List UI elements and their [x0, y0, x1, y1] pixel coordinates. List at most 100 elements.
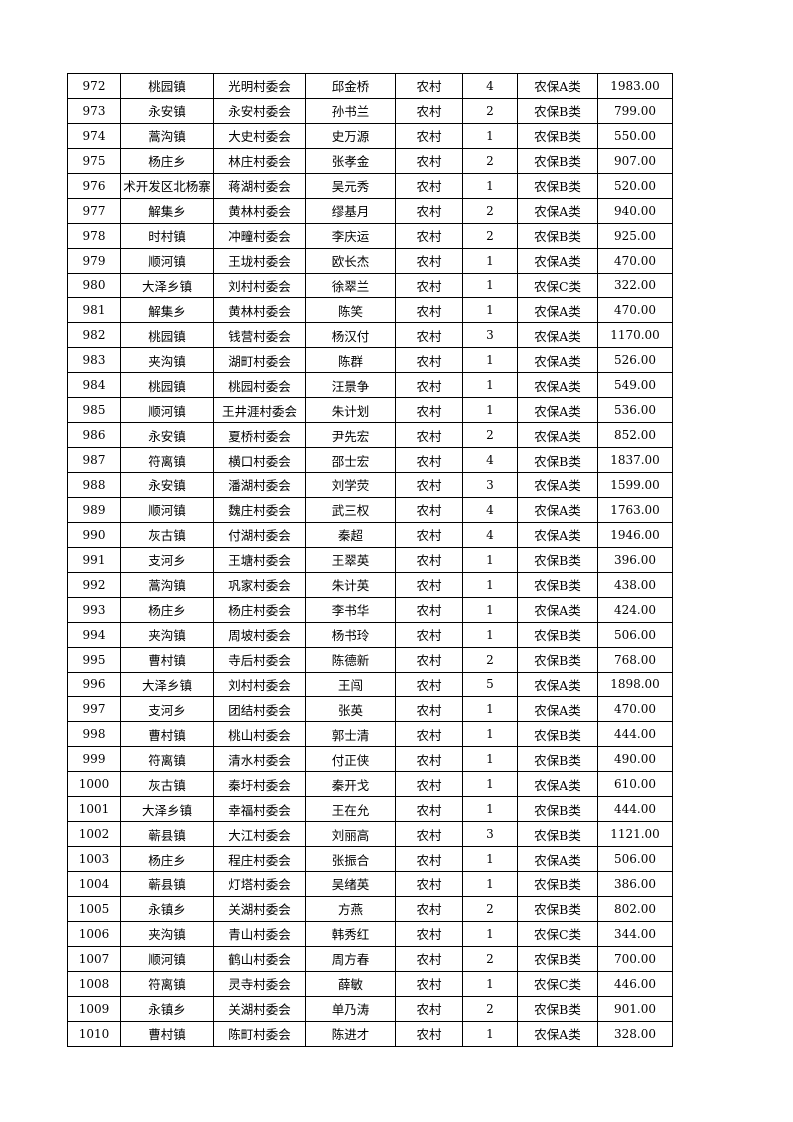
cell-name: 薛敏 — [305, 970, 396, 997]
cell-serial-number: 989 — [67, 496, 121, 523]
cell-township: 蒿沟镇 — [120, 122, 214, 149]
cell-amount: 1898.00 — [597, 671, 673, 698]
cell-village-committee: 刘村村委会 — [213, 272, 306, 299]
cell-serial-number: 1008 — [67, 970, 121, 997]
table-row: 998 曹村镇 桃山村委会 郭士清 农村 1 农保B类 444.00 — [67, 721, 673, 748]
cell-insurance-category: 农保B类 — [517, 222, 598, 249]
cell-insurance-category: 农保B类 — [517, 646, 598, 673]
cell-amount: 799.00 — [597, 97, 673, 124]
cell-insurance-category: 农保B类 — [517, 895, 598, 922]
cell-family-size: 1 — [462, 846, 518, 872]
table-row: 984 桃园镇 桃园村委会 汪景争 农村 1 农保A类 549.00 — [67, 372, 673, 399]
table-row: 989 顺河镇 魏庄村委会 武三权 农村 4 农保A类 1763.00 — [67, 496, 673, 523]
cell-village-committee: 黄林村委会 — [213, 197, 306, 224]
cell-insurance-category: 农保B类 — [517, 871, 598, 897]
cell-family-size: 4 — [462, 73, 518, 99]
cell-insurance-category: 农保B类 — [517, 796, 598, 823]
cell-village-committee: 光明村委会 — [213, 73, 306, 99]
cell-family-size: 2 — [462, 422, 518, 449]
cell-serial-number: 990 — [67, 521, 121, 548]
cell-township: 大泽乡镇 — [120, 272, 214, 299]
cell-family-size: 1 — [462, 621, 518, 648]
cell-amount: 438.00 — [597, 571, 673, 598]
cell-village-committee: 王垅村委会 — [213, 247, 306, 274]
cell-household-type: 农村 — [395, 546, 463, 573]
cell-household-type: 农村 — [395, 172, 463, 199]
cell-serial-number: 987 — [67, 447, 121, 473]
cell-name: 尹先宏 — [305, 422, 396, 449]
cell-insurance-category: 农保B类 — [517, 447, 598, 473]
cell-household-type: 农村 — [395, 73, 463, 99]
cell-household-type: 农村 — [395, 322, 463, 349]
table-row: 1007 顺河镇 鹤山村委会 周方春 农村 2 农保B类 700.00 — [67, 945, 673, 972]
cell-amount: 536.00 — [597, 397, 673, 424]
cell-name: 汪景争 — [305, 372, 396, 399]
cell-village-committee: 付湖村委会 — [213, 521, 306, 548]
cell-insurance-category: 农保A类 — [517, 671, 598, 698]
cell-family-size: 1 — [462, 771, 518, 798]
cell-household-type: 农村 — [395, 895, 463, 922]
cell-name: 徐翠兰 — [305, 272, 396, 299]
cell-amount: 470.00 — [597, 297, 673, 324]
cell-name: 付正侠 — [305, 746, 396, 773]
table-row: 997 支河乡 团结村委会 张英 农村 1 农保A类 470.00 — [67, 696, 673, 723]
table-row: 1004 蕲县镇 灯塔村委会 吴绪英 农村 1 农保B类 386.00 — [67, 871, 673, 897]
cell-village-committee: 刘村村委会 — [213, 671, 306, 698]
cell-township: 支河乡 — [120, 696, 214, 723]
cell-serial-number: 982 — [67, 322, 121, 349]
table-row: 1008 符离镇 灵寺村委会 薛敏 农村 1 农保C类 446.00 — [67, 970, 673, 997]
cell-insurance-category: 农保B类 — [517, 546, 598, 573]
table-row: 1001 大泽乡镇 幸福村委会 王在允 农村 1 农保B类 444.00 — [67, 796, 673, 823]
cell-amount: 444.00 — [597, 721, 673, 748]
cell-village-committee: 王井涯村委会 — [213, 397, 306, 424]
cell-family-size: 1 — [462, 970, 518, 997]
cell-insurance-category: 农保B类 — [517, 995, 598, 1022]
cell-household-type: 农村 — [395, 721, 463, 748]
cell-serial-number: 979 — [67, 247, 121, 274]
cell-amount: 768.00 — [597, 646, 673, 673]
cell-village-committee: 湖町村委会 — [213, 347, 306, 374]
cell-insurance-category: 农保A类 — [517, 347, 598, 374]
cell-township: 术开发区北杨寨 — [120, 172, 214, 199]
cell-serial-number: 997 — [67, 696, 121, 723]
cell-insurance-category: 农保A类 — [517, 322, 598, 349]
cell-township: 时村镇 — [120, 222, 214, 249]
cell-name: 欧长杰 — [305, 247, 396, 274]
cell-name: 李庆运 — [305, 222, 396, 249]
table-row: 985 顺河镇 王井涯村委会 朱计划 农村 1 农保A类 536.00 — [67, 397, 673, 424]
cell-name: 史万源 — [305, 122, 396, 149]
cell-household-type: 农村 — [395, 197, 463, 224]
cell-township: 曹村镇 — [120, 1020, 214, 1047]
cell-name: 王在允 — [305, 796, 396, 823]
table-row: 983 夹沟镇 湖町村委会 陈群 农村 1 农保A类 526.00 — [67, 347, 673, 374]
cell-insurance-category: 农保B类 — [517, 621, 598, 648]
cell-name: 郭士清 — [305, 721, 396, 748]
cell-family-size: 1 — [462, 272, 518, 299]
cell-amount: 1121.00 — [597, 821, 673, 848]
cell-name: 陈笑 — [305, 297, 396, 324]
cell-village-committee: 灵寺村委会 — [213, 970, 306, 997]
cell-insurance-category: 农保A类 — [517, 422, 598, 449]
table-body: 972 桃园镇 光明村委会 邱金桥 农村 4 农保A类 1983.00 973 永安镇 永安村委会孙… — [67, 73, 673, 1047]
cell-serial-number: 1006 — [67, 920, 121, 947]
table-row: 1006 夹沟镇 青山村委会 韩秀红 农村 1 农保C类 344.00 — [67, 920, 673, 947]
cell-family-size: 2 — [462, 147, 518, 174]
cell-amount: 506.00 — [597, 846, 673, 872]
cell-township: 杨庄乡 — [120, 596, 214, 623]
cell-village-committee: 黄林村委会 — [213, 297, 306, 324]
table-row: 991 支河乡 王塘村委会 王翠英 农村 1 农保B类 396.00 — [67, 546, 673, 573]
cell-serial-number: 986 — [67, 422, 121, 449]
cell-name: 邵士宏 — [305, 447, 396, 473]
cell-amount: 700.00 — [597, 945, 673, 972]
cell-village-committee: 团结村委会 — [213, 696, 306, 723]
cell-household-type: 农村 — [395, 496, 463, 523]
cell-amount: 446.00 — [597, 970, 673, 997]
cell-village-committee: 杨庄村委会 — [213, 596, 306, 623]
cell-family-size: 1 — [462, 122, 518, 149]
cell-household-type: 农村 — [395, 347, 463, 374]
cell-name: 吴元秀 — [305, 172, 396, 199]
cell-name: 秦开戈 — [305, 771, 396, 798]
cell-family-size: 4 — [462, 496, 518, 523]
cell-township: 顺河镇 — [120, 945, 214, 972]
cell-amount: 526.00 — [597, 347, 673, 374]
